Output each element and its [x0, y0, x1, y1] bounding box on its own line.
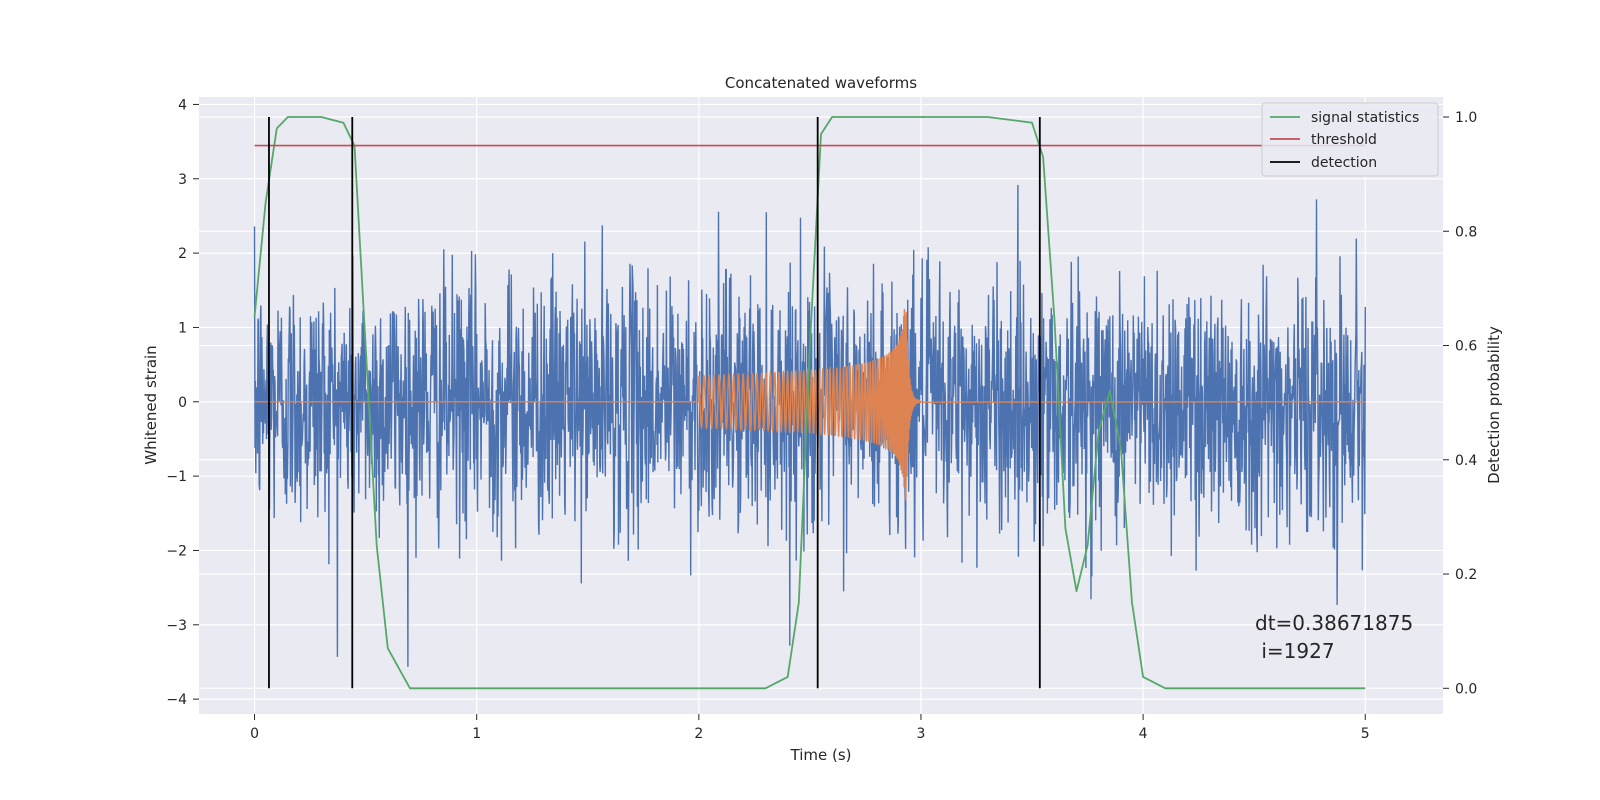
- y-right-tick-label: 0.8: [1455, 224, 1477, 240]
- chart-title: Concatenated waveforms: [725, 74, 917, 92]
- legend-label-signal-statistics: signal statistics: [1311, 110, 1419, 126]
- legend-label-detection: detection: [1311, 155, 1377, 171]
- x-tick-label: 3: [917, 726, 926, 742]
- x-tick-label: 1: [472, 726, 481, 742]
- annotation-dt: dt=0.38671875: [1255, 611, 1413, 635]
- legend-box: [1261, 102, 1439, 177]
- x-tick-label: 5: [1361, 726, 1370, 742]
- y-left-tick-label: 1: [178, 320, 187, 336]
- annotation-i: i=1927: [1255, 639, 1335, 663]
- y-axis-label-right: Detection probability: [1485, 326, 1503, 484]
- y-left-tick-label: −1: [166, 469, 187, 485]
- x-tick-label: 2: [694, 726, 703, 742]
- x-tick-label: 4: [1139, 726, 1148, 742]
- series-whitened-noise: [253, 184, 1366, 667]
- plot-content: [253, 116, 1366, 690]
- series-signal-statistics: [253, 116, 1366, 690]
- series-chirp-waveform: [254, 308, 1366, 501]
- y-left-tick-label: 0: [178, 395, 187, 411]
- y-left-tick-label: 3: [178, 172, 187, 188]
- y-right-tick-label: 1.0: [1455, 110, 1477, 126]
- x-tick-label: 0: [250, 726, 259, 742]
- y-left-tick-label: −4: [166, 692, 187, 708]
- y-right-tick-label: 0.6: [1455, 339, 1477, 355]
- y-right-tick-label: 0.4: [1455, 453, 1477, 469]
- y-left-tick-label: −2: [166, 543, 187, 559]
- legend-label-threshold: threshold: [1311, 132, 1377, 148]
- y-right-tick-label: 0.2: [1455, 567, 1477, 583]
- y-left-tick-label: 2: [178, 246, 187, 262]
- y-left-tick-label: 4: [178, 97, 187, 113]
- axes: 0 1 2 3 4 5 4 3 2 1 0 −1 −2 −3 −4 1.0 0.8 0.6 0.4 0.2 0.0: [166, 97, 1477, 742]
- x-axis-label: Time (s): [790, 746, 852, 764]
- y-axis-label-left: Whitened strain: [142, 345, 160, 464]
- y-right-tick-label: 0.0: [1455, 681, 1477, 697]
- y-left-tick-label: −3: [166, 618, 187, 634]
- legend: signal statistics threshold detection: [1261, 102, 1439, 177]
